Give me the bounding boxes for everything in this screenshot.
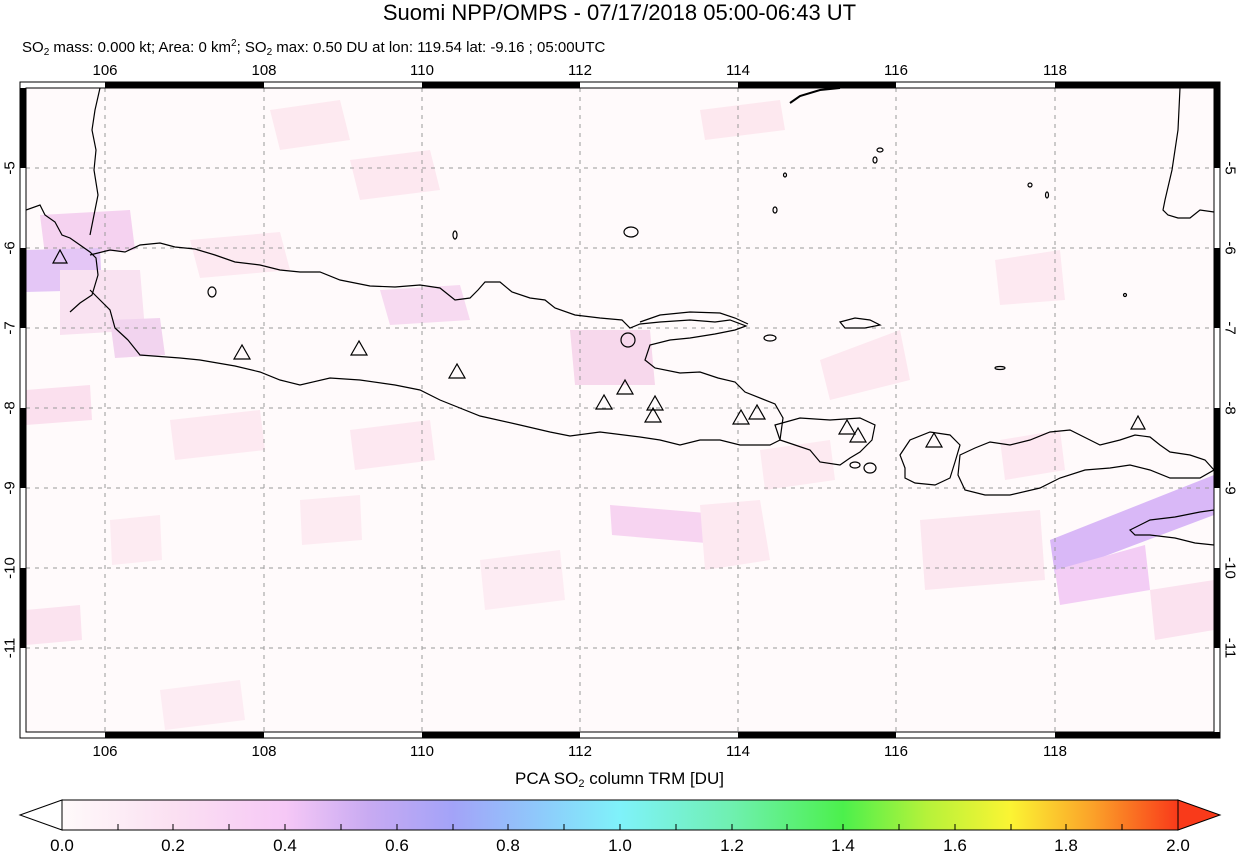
coastline-kalimantan	[789, 88, 841, 104]
lon-label-bottom: 112	[568, 743, 592, 760]
triangle-icon	[837, 418, 857, 435]
map-subtitle: SO2 mass: 0.000 kt; Area: 0 km2; SO2 max…	[22, 35, 605, 62]
lon-label-top: 108	[251, 62, 277, 79]
lon-label-top: 116	[884, 62, 908, 79]
lon-label-bottom: 108	[251, 743, 277, 760]
lon-label-top: 114	[726, 62, 750, 79]
triangle-icon	[447, 362, 467, 379]
triangle-icon	[594, 393, 614, 410]
subtitle-subscript: 2	[43, 47, 50, 58]
coastline-sumbawa	[957, 429, 1214, 496]
colorbar-title-text: column TRM [DU]	[584, 769, 724, 788]
colorbar-label: 0.6	[385, 836, 409, 855]
subtitle-text: ; SO	[236, 39, 267, 56]
coastline-java	[89, 242, 784, 446]
subtitle-text: mass: 0.000 kt; Area: 0 km	[49, 39, 231, 56]
subtitle-superscript: 2	[231, 38, 237, 49]
coastline-sumatra-east	[89, 88, 101, 236]
colorbar-label: 1.0	[608, 836, 632, 855]
triangle-icon	[924, 431, 944, 448]
triangle-icon	[747, 403, 767, 420]
map-frame	[19, 81, 1221, 739]
triangle-icon	[51, 248, 69, 264]
lon-label-bottom: 118	[1043, 743, 1067, 760]
subtitle-text: SO	[22, 39, 44, 56]
triangle-icon	[848, 426, 868, 443]
lon-label-top: 118	[1043, 62, 1067, 79]
coastline-lombok	[899, 431, 961, 486]
colorbar-ticks	[117, 824, 1123, 830]
triangle-icon	[643, 406, 663, 423]
lon-label-top: 106	[92, 62, 118, 79]
lon-label-bottom: 106	[92, 743, 118, 760]
volcano-markers	[51, 248, 1147, 448]
lon-label-bottom: 114	[726, 743, 750, 760]
coastlines	[26, 88, 1214, 546]
lon-label-top: 110	[410, 62, 434, 79]
lon-label-bottom: 116	[884, 743, 908, 760]
colorbar-label: 0.8	[496, 836, 520, 855]
lon-label-top: 112	[568, 62, 592, 79]
triangle-icon	[615, 378, 635, 395]
map-title: Suomi NPP/OMPS - 07/17/2018 05:00-06:43 …	[382, 0, 857, 25]
triangle-icon	[731, 408, 751, 425]
subtitle-subscript: 2	[266, 47, 273, 58]
coastline-sumatra	[26, 204, 99, 313]
colorbar-under-arrow	[18, 799, 63, 831]
coastline-sulawesi	[1162, 88, 1214, 219]
triangle-icon	[349, 339, 369, 356]
colorbar-label: 0.4	[273, 836, 297, 855]
colorbar-title-subscript: 2	[578, 778, 585, 790]
triangle-icon	[232, 343, 252, 360]
colorbar-title: PCA SO2 column TRM [DU]	[0, 769, 1239, 790]
colorbar	[18, 799, 1222, 831]
colorbar-label: 1.6	[943, 836, 967, 855]
colorbar-label: 1.8	[1054, 836, 1078, 855]
colorbar-label: 2.0	[1166, 836, 1190, 855]
coastline-bali	[774, 417, 876, 466]
subtitle-text: max: 0.50 DU at lon: 119.54 lat: -9.16 ;…	[272, 39, 606, 56]
map-background	[26, 88, 1214, 732]
colorbar-label: 0.0	[50, 836, 74, 855]
graticule	[26, 88, 1214, 732]
coastline-madura	[639, 311, 749, 325]
triangle-icon	[645, 394, 665, 411]
colorbar-label: 1.4	[831, 836, 855, 855]
colorbar-over-arrow	[1177, 799, 1222, 831]
colorbar-label: 1.2	[720, 836, 744, 855]
triangle-icon	[1129, 414, 1147, 430]
coastline-sumba	[1128, 509, 1214, 546]
colorbar-label: 0.2	[161, 836, 185, 855]
colorbar-title-text: PCA SO	[515, 769, 579, 788]
lon-label-bottom: 110	[410, 743, 434, 760]
